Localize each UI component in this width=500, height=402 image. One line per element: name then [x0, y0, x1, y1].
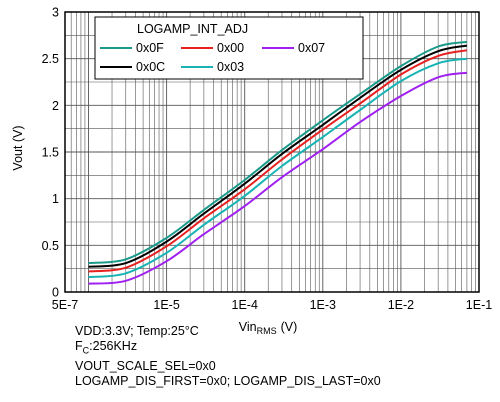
condition-line-4: LOGAMP_DIS_FIRST=0x0; LOGAMP_DIS_LAST=0x…	[75, 373, 381, 388]
y-tick-label: 3	[52, 6, 59, 20]
y-axis-label: Vout (V)	[11, 125, 25, 170]
x-tick-label: 1E-2	[388, 298, 414, 312]
legend-label-0x07: 0x07	[298, 41, 325, 55]
x-axis-label-unit: (V)	[281, 320, 298, 334]
condition-fc-subscript: C	[82, 345, 90, 356]
series-lines	[88, 40, 468, 285]
y-tick-label: 0.5	[42, 239, 59, 253]
x-tick-label: 1E-4	[232, 298, 258, 312]
test-conditions: VDD:3.3V; Temp:25°C FC:256KHz VOUT_SCALE…	[75, 324, 381, 389]
series-line-0x0F	[88, 40, 468, 265]
y-tick-label: 1.5	[42, 146, 59, 160]
x-tick-label: 5E-7	[52, 298, 78, 312]
x-tick-label: 1E-3	[310, 298, 336, 312]
legend-label-0x0F: 0x0F	[136, 41, 164, 55]
x-axis-label-main: Vin	[239, 320, 257, 334]
series-line-0x00	[88, 49, 468, 273]
y-tick-label: 1	[52, 192, 59, 206]
series-line-0x0C	[88, 44, 468, 268]
legend-box	[94, 16, 364, 80]
legend-entries: 0x0F 0x0C 0x00 0x03 0x07	[100, 41, 325, 74]
x-axis-label-sub: RMS	[257, 326, 277, 336]
x-tick-label: 1E-1	[466, 298, 492, 312]
plot-frame	[64, 11, 480, 293]
x-axis-label: VinRMS (V)	[239, 320, 298, 336]
tick-labels: 5E-7 1E-5 1E-4 1E-3 1E-2 1E-1 0 0.5 1 1.5 2 2.5 3	[42, 6, 493, 313]
series-line-0x07	[88, 71, 468, 285]
y-tick-label: 2.5	[42, 52, 59, 66]
legend-title: LOGAMP_INT_ADJ	[137, 22, 248, 36]
legend-label-0x03: 0x03	[217, 60, 244, 74]
condition-line-3: VOUT_SCALE_SEL=0x0	[75, 358, 216, 373]
condition-fc-symbol: F	[75, 339, 83, 353]
y-tick-label: 2	[52, 99, 59, 113]
series-line-0x03	[88, 57, 468, 279]
y-tick-label: 0	[52, 286, 59, 300]
x-tick-label: 1E-5	[153, 298, 179, 312]
legend-label-0x00: 0x00	[217, 41, 244, 55]
condition-line-1: VDD:3.3V; Temp:25°C	[75, 324, 199, 338]
condition-line-2: FC:256KHz	[75, 339, 381, 359]
condition-fc-value: :256KHz	[89, 339, 138, 353]
legend-label-0x0C: 0x0C	[136, 60, 165, 74]
legend: LOGAMP_INT_ADJ 0x0F 0x0C 0x00 0x03 0x07	[94, 16, 364, 80]
